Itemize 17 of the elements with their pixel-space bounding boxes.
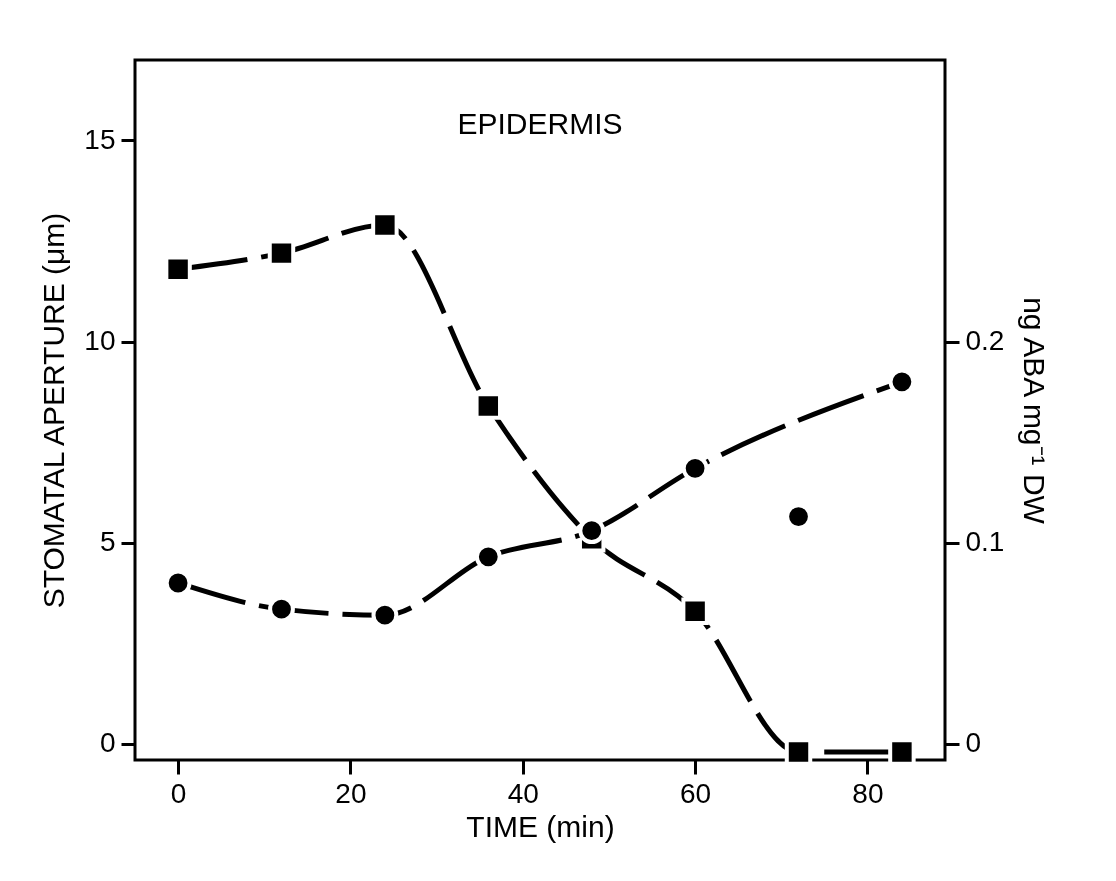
y-tick-label: 10 (84, 325, 116, 357)
point (681, 597, 709, 625)
y-axis-title: STOMATAL APERTURE (μm) (37, 212, 71, 609)
y2-axis-title: ng ABA mg⁻¹ DW (1018, 297, 1052, 525)
y2-tick-label: 0.2 (965, 325, 1005, 357)
y-tick-label: 5 (99, 526, 116, 558)
x-tick-label: 0 (170, 777, 187, 809)
y2-tick-label: 0 (965, 727, 982, 759)
y-tick-label: 15 (84, 123, 116, 155)
text: EPIDERMIS (457, 107, 623, 140)
x-tick-label: 60 (680, 777, 712, 809)
y2-tick-label: 0.1 (965, 526, 1005, 558)
x-tick-label: 80 (852, 777, 884, 809)
x-tick-label: 40 (507, 777, 539, 809)
y-tick-label: 0 (99, 727, 116, 759)
x-axis-title: TIME (min) (466, 809, 615, 843)
x-tick-label: 20 (335, 777, 367, 809)
